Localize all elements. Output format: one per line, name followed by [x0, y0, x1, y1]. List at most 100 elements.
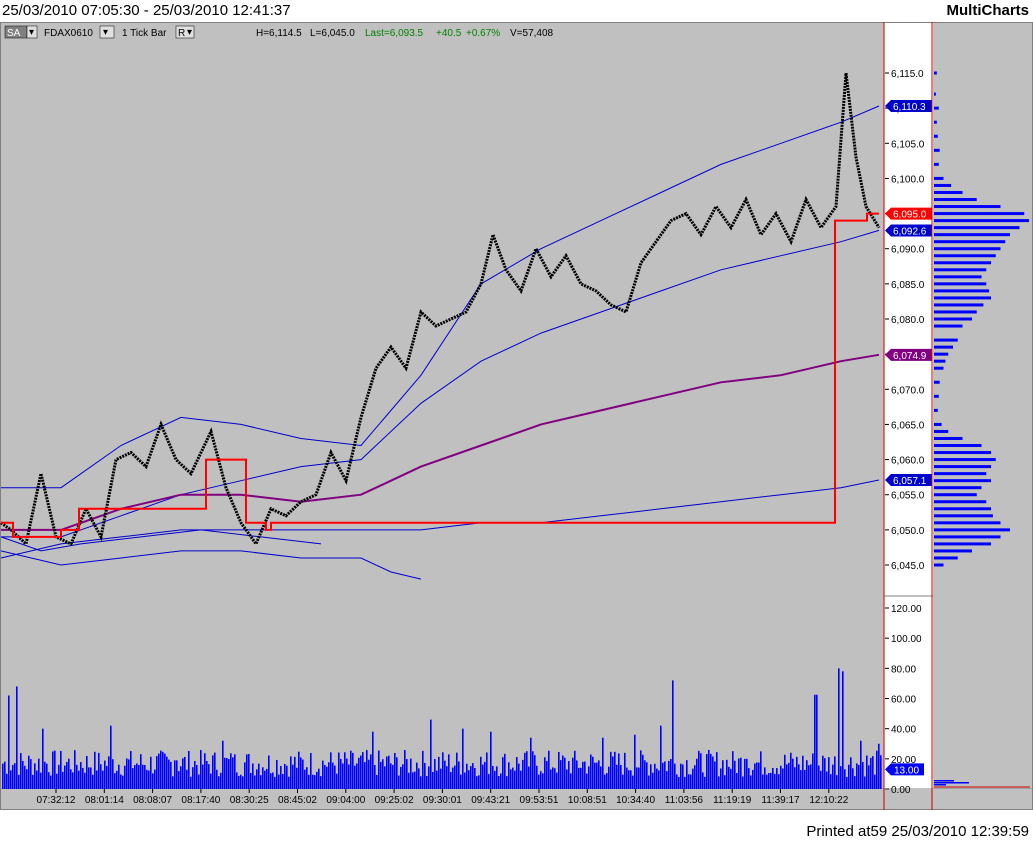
volume-bar	[592, 756, 594, 789]
profile-bar	[934, 190, 963, 194]
volume-bar	[784, 754, 786, 789]
volume-bar	[372, 731, 374, 789]
volume-bar	[86, 755, 88, 789]
volume-bar	[294, 756, 296, 789]
volume-bar	[666, 771, 668, 789]
volume-bar	[558, 751, 560, 789]
volume-bar	[612, 756, 614, 789]
volume-last-text: 13.00	[894, 765, 919, 776]
volume-bar	[214, 752, 216, 789]
volume-bar	[626, 767, 628, 789]
volume-bar	[562, 755, 564, 789]
volume-bar	[44, 761, 46, 789]
volume-bar	[132, 768, 134, 789]
volume-bar	[260, 775, 262, 789]
volume-bar	[344, 752, 346, 789]
chart-header: SA ▾ FDAX0610 ▾ 1 Tick Bar R ▾ H=6,114.5…	[4, 25, 554, 39]
volume-bar	[690, 774, 692, 789]
volume-bar	[850, 757, 852, 789]
profile-bar	[934, 134, 938, 138]
volume-bar	[600, 766, 602, 789]
volume-bar	[704, 776, 706, 789]
price-tick-label: 6,105.0	[891, 139, 925, 150]
band2-lower-line	[0, 479, 880, 559]
volume-bar	[796, 756, 798, 789]
volume-bar	[84, 772, 86, 789]
price-label-text: 6,074.9	[893, 351, 927, 362]
printed-footer: Printed at59 25/03/2010 12:39:59	[806, 823, 1029, 840]
profile-bar	[934, 521, 1001, 525]
volume-bar	[660, 725, 662, 789]
volume-bar	[762, 774, 764, 789]
volume-bar	[712, 756, 714, 789]
sa-dropdown-icon[interactable]	[26, 25, 38, 39]
volume-bar	[314, 775, 316, 789]
volume-bar	[542, 773, 544, 789]
volume-bar	[456, 752, 458, 789]
volume-bar	[806, 760, 808, 789]
volume-bar	[756, 762, 758, 789]
volume-bar	[506, 776, 508, 789]
volume-tick-label: 120.00	[891, 604, 922, 615]
volume-bar	[390, 763, 392, 789]
volume-bar	[872, 756, 874, 789]
volume-bar	[678, 776, 680, 789]
volume-bar	[732, 751, 734, 789]
volume-bar	[366, 750, 368, 789]
volume-bar	[158, 753, 160, 789]
volume-bar	[516, 757, 518, 789]
volume-bar	[482, 764, 484, 789]
volume-bar	[250, 772, 252, 789]
volume-bar	[644, 760, 646, 789]
time-tick-label: 11:19:19	[713, 795, 752, 806]
volume-bar	[300, 757, 302, 789]
volume-bar	[662, 762, 664, 789]
volume-bar	[424, 762, 426, 789]
volume-bar	[116, 770, 118, 789]
time-tick-label: 10:08:51	[568, 795, 607, 806]
sa-label: SA	[7, 28, 21, 39]
volume-bar	[812, 753, 814, 789]
band1-lower-line	[1, 229, 880, 538]
profile-bar	[934, 219, 1029, 223]
volume-bar	[392, 764, 394, 789]
volume-bar	[790, 752, 792, 789]
profile-bar	[934, 493, 977, 497]
volume-bar	[878, 743, 880, 789]
volume-bar	[446, 766, 448, 789]
volume-bar	[220, 772, 222, 789]
volume-bar	[876, 750, 878, 789]
volume-bar	[484, 761, 486, 789]
volume-bar	[580, 767, 582, 789]
profile-bar	[934, 120, 937, 124]
volume-bar	[374, 764, 376, 789]
volume-bar	[342, 763, 344, 789]
volume-bar	[172, 776, 174, 789]
volume-axis: 120.00 100.00 80.00 60.00 40.00 20.00 0.00	[885, 604, 922, 796]
volume-bar	[244, 762, 246, 789]
profile-bar	[934, 183, 952, 187]
chevron-down-icon: ▾	[187, 27, 192, 38]
volume-bar	[326, 766, 328, 789]
volume-bar	[204, 753, 206, 789]
profile-bar	[934, 198, 977, 202]
volume-bar	[800, 770, 802, 789]
symbol-dropdown-icon[interactable]	[99, 25, 115, 39]
volume-bar	[458, 761, 460, 789]
volume-bar	[302, 759, 304, 789]
volume-bar	[26, 769, 28, 789]
volume-bar	[254, 775, 256, 789]
volume-bar	[92, 774, 94, 789]
volume-bar	[480, 756, 482, 789]
volume-bar	[808, 765, 810, 789]
price-tick-label: 6,100.0	[891, 174, 925, 185]
r-button[interactable]	[175, 25, 195, 39]
volume-bar	[170, 761, 172, 789]
profile-bar	[934, 394, 939, 398]
volume-bar	[396, 757, 398, 789]
volume-bar	[664, 761, 666, 789]
volume-value: V=57,408	[510, 28, 554, 39]
interval-label: 1 Tick Bar	[122, 28, 167, 39]
volume-bar	[200, 750, 202, 789]
